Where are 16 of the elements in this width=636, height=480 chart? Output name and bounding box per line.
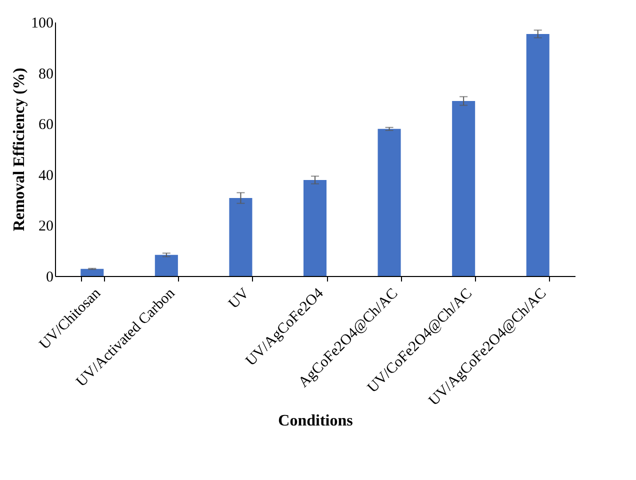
bar [303, 180, 327, 276]
bar [229, 198, 252, 276]
x-axis-title: Conditions [278, 412, 353, 430]
bar [526, 34, 550, 276]
bar [378, 128, 401, 276]
y-tick-label: 40 [38, 168, 54, 184]
y-tick-label: 100 [31, 16, 54, 32]
bar [154, 254, 178, 276]
x-tick-label: UV [226, 285, 253, 312]
y-tick-label: 20 [38, 218, 54, 235]
y-tick-label: 80 [38, 66, 54, 82]
y-tick-label: 0 [46, 270, 54, 286]
bar [80, 268, 104, 276]
y-axis-title: Removal Efficiency (%) [11, 68, 28, 232]
bar [452, 100, 476, 276]
y-tick-label: 60 [38, 117, 54, 134]
